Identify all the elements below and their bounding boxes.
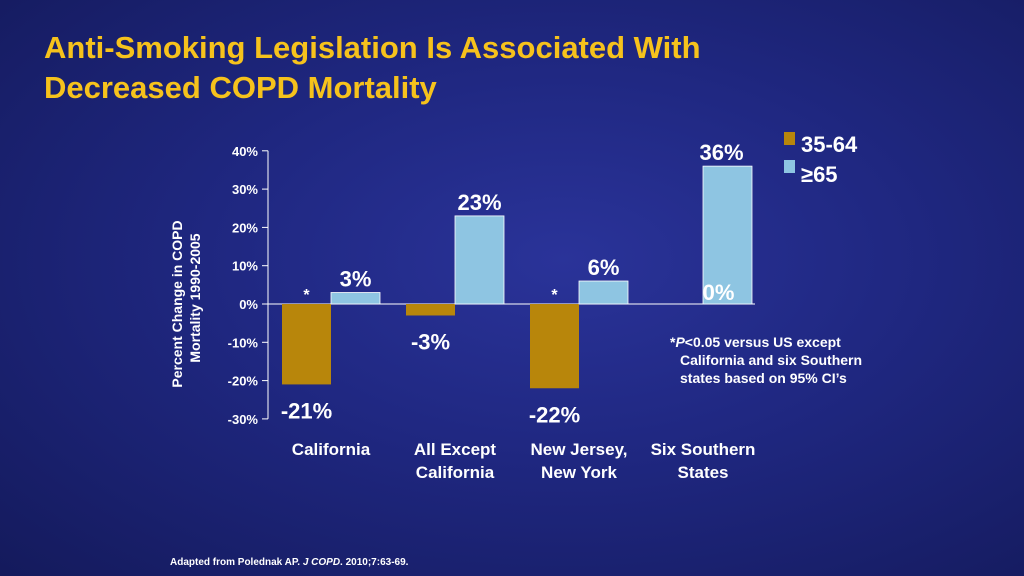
significance-star: *: [551, 287, 558, 304]
data-label-65-plus: 23%: [457, 190, 501, 215]
category-label-line-1: New Jersey,: [530, 440, 627, 459]
data-label-65-plus: 36%: [699, 140, 743, 165]
category-label-line-2: California: [416, 463, 495, 482]
bar-35-64: [530, 304, 579, 389]
y-axis-title-line-1: Percent Change in COPD: [169, 220, 185, 387]
footnote-line1: <0.05 versus US except: [684, 334, 841, 350]
category-label-line-1: All Except: [414, 440, 497, 459]
data-label-35-64: -22%: [529, 402, 580, 427]
data-label-65-plus: 6%: [588, 255, 620, 280]
data-label-35-64: -3%: [411, 329, 450, 354]
footnote-rest: California and six Southern states based…: [680, 352, 863, 386]
y-tick-label: -10%: [228, 335, 259, 350]
slide-title: Anti-Smoking Legislation Is Associated W…: [44, 28, 944, 108]
legend-swatch-35-64: [784, 132, 795, 145]
footnote-asterisk: *: [670, 334, 676, 350]
y-tick-label: 0%: [239, 297, 258, 312]
bar-35-64: [282, 304, 331, 385]
significance-star: *: [303, 287, 310, 304]
category-label-line-1: Six Southern: [651, 440, 756, 459]
y-tick-label: 30%: [232, 182, 258, 197]
y-tick-label: -20%: [228, 374, 259, 389]
y-axis-title-line-2: Mortality 1990-2005: [187, 233, 203, 362]
source-after: . 2010;7:63-69.: [340, 557, 409, 568]
legend-label-65-plus: ≥65: [801, 162, 838, 187]
y-tick-label: 20%: [232, 220, 258, 235]
footnote-p: P: [675, 334, 685, 350]
data-label-65-plus: 3%: [340, 267, 372, 292]
bar-65-plus: [330, 292, 381, 305]
legend-label-35-64: 35-64: [801, 132, 858, 157]
source-journal: J COPD: [302, 557, 341, 568]
bar-65-plus: [578, 280, 629, 305]
slide-title-line-2: Decreased COPD Mortality: [44, 70, 437, 105]
category-label-line-1: California: [292, 440, 371, 459]
significance-footnote: *P<0.05 versus US except California and …: [670, 333, 870, 387]
source-before: Adapted from Polednak AP.: [170, 557, 303, 568]
category-label-line-2: States: [677, 463, 728, 482]
y-tick-label: -30%: [228, 412, 259, 427]
category-label-line-2: New York: [541, 463, 617, 482]
data-label-35-64: -21%: [281, 398, 332, 423]
bar-65-plus: [454, 215, 505, 305]
data-label-35-64: 0%: [703, 280, 735, 305]
slide-title-line-1: Anti-Smoking Legislation Is Associated W…: [44, 30, 701, 65]
source-citation: Adapted from Polednak AP. J COPD. 2010;7…: [170, 557, 408, 568]
legend-swatch-65-plus: [784, 160, 795, 173]
y-tick-label: 10%: [232, 259, 258, 274]
bar-65-plus: [702, 165, 753, 305]
bar-35-64: [406, 304, 455, 316]
y-tick-label: 40%: [232, 144, 258, 159]
